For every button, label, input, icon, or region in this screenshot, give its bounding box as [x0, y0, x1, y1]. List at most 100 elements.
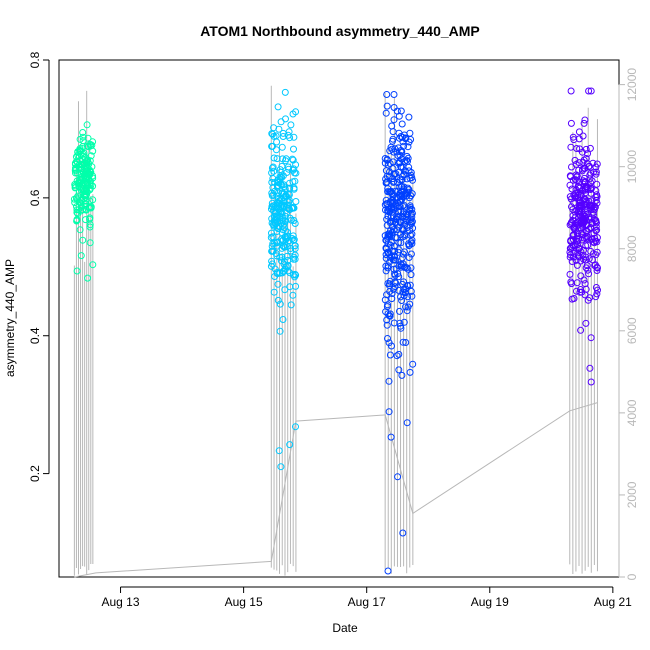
data-point [282, 236, 290, 244]
data-point [270, 288, 278, 296]
data-point [386, 198, 394, 206]
data-point [86, 221, 94, 229]
data-point [388, 204, 396, 212]
data-point [278, 143, 286, 151]
data-point [395, 350, 403, 358]
data-point [280, 203, 288, 211]
data-point [381, 201, 389, 209]
data-point [274, 280, 282, 288]
data-point [572, 160, 580, 168]
data-point [580, 246, 587, 254]
data-point [570, 230, 578, 238]
x-axis-label: Date [332, 621, 358, 635]
data-point [386, 277, 394, 285]
data-point [268, 257, 276, 265]
data-point [592, 196, 600, 204]
data-point [580, 276, 588, 284]
x-tick-label: Aug 19 [471, 595, 509, 609]
data-point [86, 214, 94, 222]
data-point [573, 173, 581, 181]
data-point [593, 199, 601, 207]
data-point [394, 270, 402, 278]
data-point [87, 168, 95, 176]
data-point [581, 116, 589, 124]
data-point [593, 263, 601, 271]
data-point [278, 235, 285, 243]
data-point [575, 128, 583, 136]
data-point [593, 290, 601, 298]
data-point [268, 164, 276, 172]
data-point [268, 192, 276, 200]
data-point [84, 274, 92, 282]
data-point [286, 441, 294, 449]
data-point [83, 121, 91, 129]
data-point [390, 116, 398, 124]
y2-tick-label: 0 [625, 573, 639, 580]
data-point [280, 243, 288, 251]
data-point [388, 228, 396, 236]
data-point [82, 216, 89, 224]
data-point [395, 273, 403, 281]
data-point [76, 226, 84, 234]
data-point [74, 210, 82, 218]
data-point [384, 280, 392, 287]
data-point [84, 156, 92, 164]
data-point [386, 282, 393, 290]
y2-tick-label: 4000 [625, 399, 639, 426]
data-point [580, 174, 588, 182]
data-point [584, 266, 592, 274]
data-point [403, 419, 411, 427]
data-point [583, 183, 591, 190]
data-point [574, 251, 582, 259]
data-point [76, 135, 84, 143]
x-tick-label: Aug 21 [594, 595, 632, 609]
data-point [390, 177, 398, 185]
data-point [407, 218, 415, 226]
data-point [291, 270, 299, 278]
data-point [570, 253, 578, 261]
x-tick-label: Aug 15 [225, 595, 263, 609]
data-point [590, 239, 598, 247]
data-point [287, 301, 295, 309]
data-point [384, 567, 392, 575]
data-point [272, 146, 280, 154]
data-point [566, 193, 574, 201]
data-point [404, 157, 411, 165]
data-point [82, 188, 90, 196]
data-point [593, 267, 601, 274]
data-point [386, 251, 394, 259]
data-point [88, 141, 96, 149]
data-point [292, 282, 300, 290]
data-point [271, 265, 279, 273]
data-point [399, 280, 406, 288]
data-point [396, 322, 404, 330]
data-point [593, 193, 601, 201]
data-point [570, 224, 578, 232]
data-point [84, 143, 92, 151]
data-point [386, 218, 394, 226]
data-point [287, 121, 295, 129]
data-point [407, 210, 415, 218]
data-point [277, 257, 285, 265]
data-point [384, 335, 391, 342]
data-point [389, 256, 397, 264]
data-point [399, 529, 407, 537]
data-point [583, 233, 591, 240]
data-point [283, 243, 291, 251]
data-point [385, 172, 393, 180]
data-point [573, 145, 581, 152]
data-point [290, 145, 297, 153]
data-point [407, 136, 415, 143]
data-point [408, 240, 416, 248]
data-point [385, 339, 393, 347]
data-point [406, 227, 414, 235]
y2-tick-label: 6000 [625, 317, 639, 344]
data-point [589, 208, 597, 216]
data-point [86, 180, 94, 188]
data-point [382, 308, 390, 316]
data-point [273, 270, 281, 278]
data-point [287, 216, 295, 224]
data-point [393, 352, 401, 360]
data-point [592, 251, 600, 259]
